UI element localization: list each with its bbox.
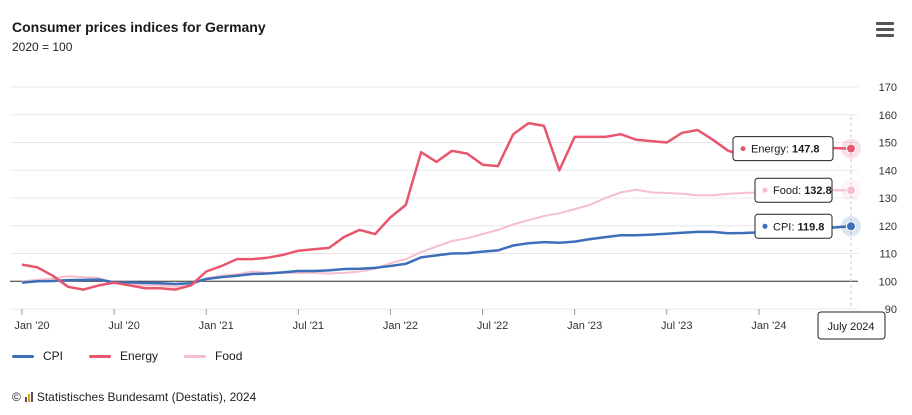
x-tick-label-7: Jul '23 [661, 320, 692, 332]
series-line-cpi [21, 225, 852, 286]
hover-date-box [817, 311, 886, 340]
legend-swatch-cpi [12, 354, 34, 358]
callout-box-energy [732, 136, 834, 162]
line-chart[interactable]: 90 100 110 120 130 140 150 160 170 Jan '20 Jul '20… [0, 0, 912, 345]
x-tick-label-1: Jul '20 [108, 320, 139, 332]
callout-label-energy: Energy: 147.8 [751, 144, 820, 156]
callout-label-food: Food: 132.8 [773, 185, 832, 197]
x-tick-label-6: Jan '23 [567, 320, 602, 332]
hover-date-label: July 2024 [827, 321, 874, 333]
hamburger-menu-icon[interactable] [876, 22, 894, 38]
x-tick-label-0: Jan '20 [14, 320, 49, 332]
series-line-energy [21, 121, 852, 291]
legend-label-cpi: CPI [43, 349, 64, 363]
end-marker-energy [846, 143, 856, 154]
chart-legend: CPI Energy Food [12, 349, 268, 363]
legend-label-energy: Energy [120, 349, 159, 363]
y-tick-label-130: 130 [879, 193, 897, 205]
legend-label-food: Food [215, 349, 243, 363]
end-marker-food [846, 185, 856, 196]
y-tick-label-120: 120 [879, 221, 897, 233]
y-tick-label-170: 170 [879, 82, 897, 94]
page-title: Consumer prices indices for Germany [12, 19, 266, 35]
end-marker-cpi [846, 221, 856, 232]
source-text: Statistisches Bundesamt (Destatis), 2024 [36, 390, 257, 404]
callout-dot-energy [740, 146, 746, 152]
y-tick-label-110: 110 [879, 249, 897, 261]
y-tick-label-150: 150 [879, 138, 897, 150]
x-tick-label-4: Jan '22 [383, 320, 418, 332]
y-tick-label-160: 160 [879, 110, 897, 122]
legend-item-energy[interactable]: Energy [89, 349, 158, 363]
y-tick-label-100: 100 [879, 276, 897, 288]
page-subtitle: 2020 = 100 [12, 40, 73, 54]
destatis-logo-icon [24, 392, 33, 402]
callout-box-food [754, 177, 833, 203]
x-tick-label-8: Jan '24 [751, 320, 786, 332]
callout-label-cpi: CPI: 119.8 [773, 221, 824, 233]
series-line-food [21, 188, 851, 288]
y-tick-label-90: 90 [885, 304, 897, 316]
callout-dot-cpi [762, 223, 768, 229]
legend-item-cpi[interactable]: CPI [12, 349, 63, 363]
legend-swatch-energy [89, 354, 112, 358]
x-tick-label-3: Jul '21 [293, 320, 324, 332]
callout-box-cpi [754, 213, 833, 239]
callout-dot-food [762, 187, 768, 193]
legend-swatch-food [184, 354, 207, 358]
x-tick-label-5: Jul '22 [477, 320, 508, 332]
x-tick-label-2: Jan '21 [199, 320, 234, 332]
y-tick-label-140: 140 [879, 165, 897, 177]
source-credit: © Statistisches Bundesamt (Destatis), 20… [12, 390, 256, 404]
legend-item-food[interactable]: Food [184, 349, 242, 363]
copyright-symbol: © [12, 390, 21, 404]
